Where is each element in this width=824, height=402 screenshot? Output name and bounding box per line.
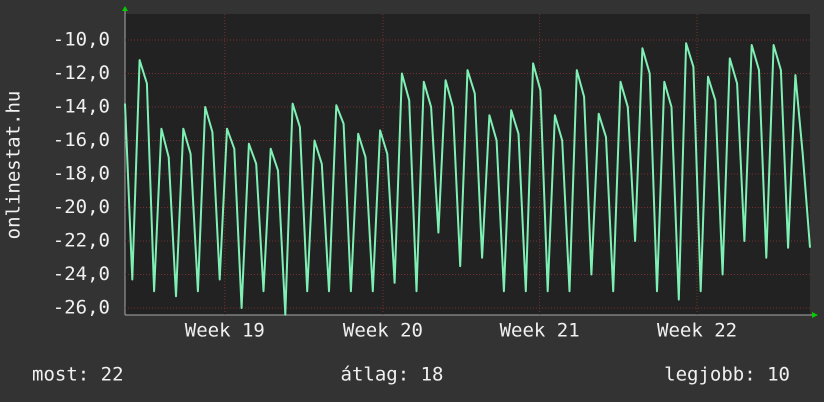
y-tick-label: -18,0 <box>53 162 110 184</box>
stat: most: 22 <box>32 364 124 386</box>
y-tick-label: -20,0 <box>53 196 110 218</box>
axis-arrow <box>812 312 818 318</box>
y-tick-label: -14,0 <box>53 95 110 117</box>
x-tick-label: Week 19 <box>185 320 265 342</box>
y-axis-label: onlinestat.hu <box>3 91 25 240</box>
y-tick-label: -12,0 <box>53 62 110 84</box>
y-tick-label: -16,0 <box>53 129 110 151</box>
data-line <box>124 42 811 316</box>
y-tick-label: -22,0 <box>53 229 110 251</box>
axis-arrow <box>122 6 128 11</box>
stat: legjobb: 10 <box>664 364 790 386</box>
x-tick-label: Week 20 <box>343 320 423 342</box>
plot-area <box>125 14 810 315</box>
y-tick-label: -10,0 <box>53 28 110 50</box>
y-tick-label: -24,0 <box>53 263 110 285</box>
stat: átlag: 18 <box>341 364 444 386</box>
x-tick-label: Week 22 <box>657 320 737 342</box>
y-tick-label: -26,0 <box>53 296 110 318</box>
x-tick-label: Week 21 <box>500 320 580 342</box>
